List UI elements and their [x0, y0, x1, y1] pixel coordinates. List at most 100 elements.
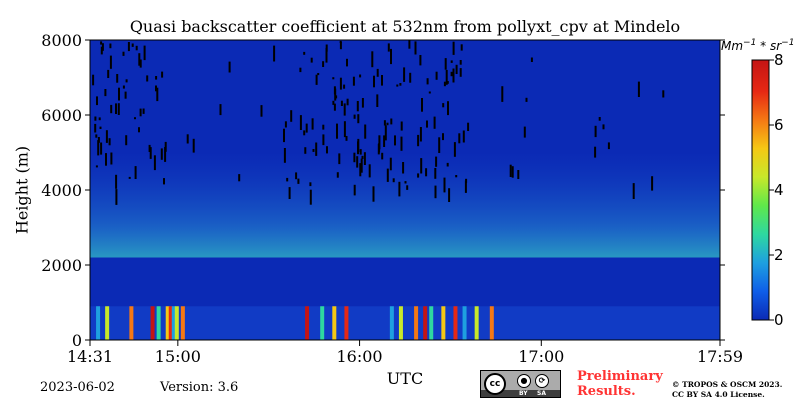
- signal-gap: [332, 100, 335, 105]
- signal-gap: [303, 130, 306, 136]
- signal-gap: [359, 149, 362, 155]
- signal-gap: [299, 115, 302, 130]
- signal-gap: [309, 189, 312, 205]
- signal-gap: [288, 187, 291, 199]
- signal-gap: [164, 147, 167, 162]
- signal-gap: [118, 87, 120, 101]
- signal-gap: [98, 117, 101, 121]
- colorbar-tick-label: 4: [774, 181, 784, 199]
- signal-gap: [117, 103, 120, 115]
- signal-gap: [356, 101, 359, 112]
- signal-gap: [96, 96, 98, 106]
- footer-date: 2023-06-02: [40, 380, 115, 395]
- signal-spike: [305, 306, 310, 340]
- signal-gap: [160, 148, 163, 160]
- signal-gap: [400, 136, 403, 151]
- signal-gap: [417, 134, 420, 147]
- signal-gap: [163, 178, 165, 185]
- signal-gap: [394, 135, 396, 146]
- signal-gap: [101, 43, 104, 51]
- signal-gap: [125, 135, 128, 146]
- signal-gap: [322, 134, 325, 146]
- cc-sa-icon: ⟳: [535, 374, 549, 388]
- signal-gap: [525, 97, 528, 102]
- y-tick-label: 4000: [41, 181, 82, 200]
- signal-gap: [443, 177, 446, 193]
- signal-spike: [174, 306, 179, 340]
- signal-gap: [377, 143, 380, 155]
- signal-gap: [312, 149, 315, 152]
- signal-gap: [442, 103, 445, 108]
- signal-gap: [107, 69, 110, 78]
- cc-license-badge: cc ● ⟳ BY SA: [480, 370, 561, 398]
- y-tick-label: 8000: [41, 31, 82, 50]
- signal-spike: [429, 306, 434, 340]
- signal-gap: [127, 42, 130, 52]
- surface-layer: [90, 306, 720, 340]
- x-tick-label: 17:00: [518, 347, 564, 366]
- cc-icon: cc: [484, 373, 506, 395]
- signal-gap: [445, 69, 448, 85]
- signal-gap: [364, 124, 367, 139]
- signal-gap: [100, 41, 103, 45]
- signal-gap: [435, 71, 438, 80]
- signal-gap: [92, 74, 95, 86]
- signal-gap: [433, 116, 436, 129]
- signal-gap: [406, 185, 409, 190]
- signal-gap: [336, 172, 339, 178]
- signal-gap: [286, 177, 289, 182]
- signal-gap: [340, 100, 343, 106]
- signal-gap: [284, 121, 287, 128]
- signal-gap: [135, 45, 138, 51]
- signal-gap: [156, 87, 159, 102]
- signal-gap: [100, 142, 103, 155]
- cc-by-icon: ●: [517, 374, 531, 388]
- signal-gap: [97, 140, 100, 156]
- signal-gap: [662, 90, 665, 98]
- signal-gap: [352, 76, 355, 86]
- signal-gap: [115, 103, 117, 114]
- signal-gap: [530, 57, 533, 62]
- signal-gap: [361, 155, 364, 159]
- signal-gap: [452, 41, 455, 55]
- footer-version: Version: 3.6: [160, 380, 239, 395]
- signal-gap: [368, 164, 371, 178]
- signal-gap: [403, 67, 406, 82]
- signal-gap: [122, 51, 125, 56]
- copyright-notice: © TROPOS & OSCM 2023. CC BY SA 4.0 Licen…: [672, 380, 783, 399]
- signal-gap: [317, 73, 320, 76]
- signal-gap: [459, 60, 462, 65]
- signal-gap: [607, 142, 610, 150]
- signal-gap: [333, 103, 336, 111]
- signal-gap: [594, 125, 597, 138]
- signal-gap: [458, 133, 461, 144]
- signal-gap: [359, 74, 362, 78]
- signal-gap: [125, 79, 128, 83]
- signal-gap: [304, 147, 307, 154]
- y-axis: 0 2000 4000 6000 8000: [41, 31, 725, 350]
- signal-gap: [419, 127, 422, 142]
- signal-gap: [359, 163, 362, 177]
- signal-gap: [428, 91, 431, 94]
- cc-sa-label: SA: [537, 390, 546, 397]
- signal-gap: [335, 95, 338, 99]
- signal-gap: [345, 136, 348, 141]
- signal-gap: [315, 142, 318, 156]
- signal-gap: [353, 114, 356, 119]
- signal-gap: [381, 75, 383, 86]
- signal-gap: [435, 156, 438, 167]
- signal-gap: [95, 134, 98, 138]
- signal-gap: [373, 75, 375, 88]
- signal-gap: [155, 85, 157, 92]
- signal-gap: [387, 43, 390, 52]
- signal-gap: [444, 58, 447, 70]
- signal-gap: [138, 127, 140, 133]
- colorbar-tick-label: 2: [774, 246, 784, 264]
- signal-gap: [219, 104, 222, 116]
- signal-spike: [489, 306, 494, 340]
- signal-gap: [142, 108, 145, 114]
- signal-spike: [474, 306, 479, 340]
- signal-gap: [360, 158, 363, 173]
- signal-spike: [462, 306, 467, 340]
- signal-spike: [171, 306, 176, 340]
